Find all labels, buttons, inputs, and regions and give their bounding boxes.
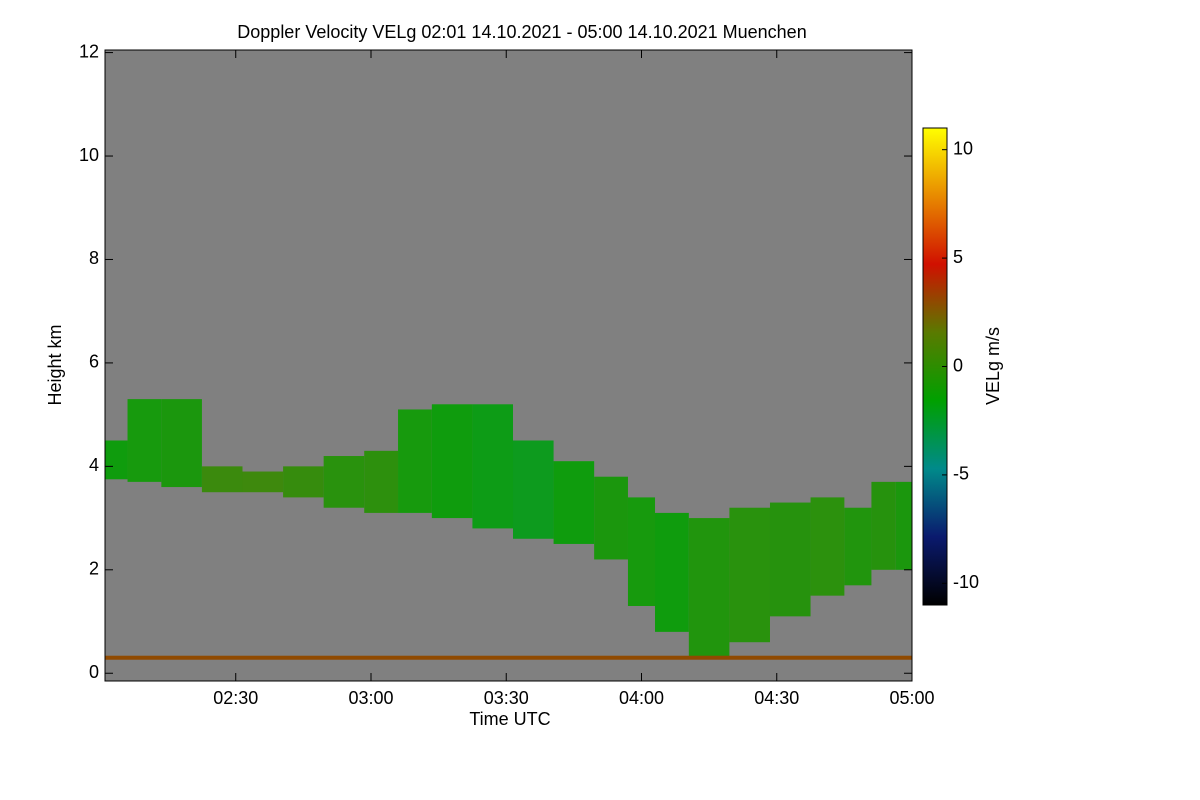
colorbar-tick-label: 0 <box>953 355 963 375</box>
echo-cell <box>627 497 656 607</box>
echo-cell <box>242 471 284 493</box>
x-tick-label: 05:00 <box>889 688 934 708</box>
echo-cell <box>769 502 811 617</box>
y-tick-label: 6 <box>89 352 99 372</box>
y-tick-label: 12 <box>79 41 99 61</box>
x-tick-label: 03:00 <box>348 688 393 708</box>
echo-cell <box>283 466 324 498</box>
echo-cell <box>553 461 595 544</box>
echo-cell <box>105 440 128 480</box>
colorbar-tick-label: 5 <box>953 247 963 267</box>
echo-cell <box>398 409 432 513</box>
echo-cell <box>810 497 845 596</box>
echo-cell <box>364 450 399 513</box>
echo-cell <box>161 399 202 488</box>
echo-cell <box>431 404 473 519</box>
echo-cell <box>472 404 514 529</box>
x-tick-label: 04:00 <box>619 688 664 708</box>
y-axis-label: Height km <box>45 324 65 405</box>
echo-cell <box>323 456 365 508</box>
colorbar-label: VELg m/s <box>983 327 1003 405</box>
echo-cell <box>871 481 896 570</box>
colorbar-tick-label: 10 <box>953 138 973 158</box>
echo-cell <box>729 507 770 643</box>
surface-layer <box>105 655 912 660</box>
echo-cell <box>655 512 689 632</box>
echo-cell <box>513 440 554 539</box>
echo-cell <box>688 518 730 658</box>
y-tick-label: 4 <box>89 455 99 475</box>
echo-cell <box>844 507 872 586</box>
x-tick-label: 03:30 <box>484 688 529 708</box>
echo-cell <box>594 476 628 560</box>
x-tick-label: 04:30 <box>754 688 799 708</box>
chart-title: Doppler Velocity VELg 02:01 14.10.2021 -… <box>237 22 806 42</box>
echo-cell <box>895 481 912 570</box>
colorbar-tick-label: -10 <box>953 572 979 592</box>
y-tick-label: 8 <box>89 248 99 268</box>
y-tick-label: 2 <box>89 559 99 579</box>
plot-frame <box>104 49 913 682</box>
y-tick-label: 0 <box>89 662 99 682</box>
x-axis-label: Time UTC <box>469 709 550 729</box>
echo-cell <box>127 399 162 482</box>
x-tick-label: 02:30 <box>213 688 258 708</box>
colorbar-tick-label: -5 <box>953 464 969 484</box>
y-tick-label: 10 <box>79 145 99 165</box>
echo-cell <box>201 466 243 493</box>
